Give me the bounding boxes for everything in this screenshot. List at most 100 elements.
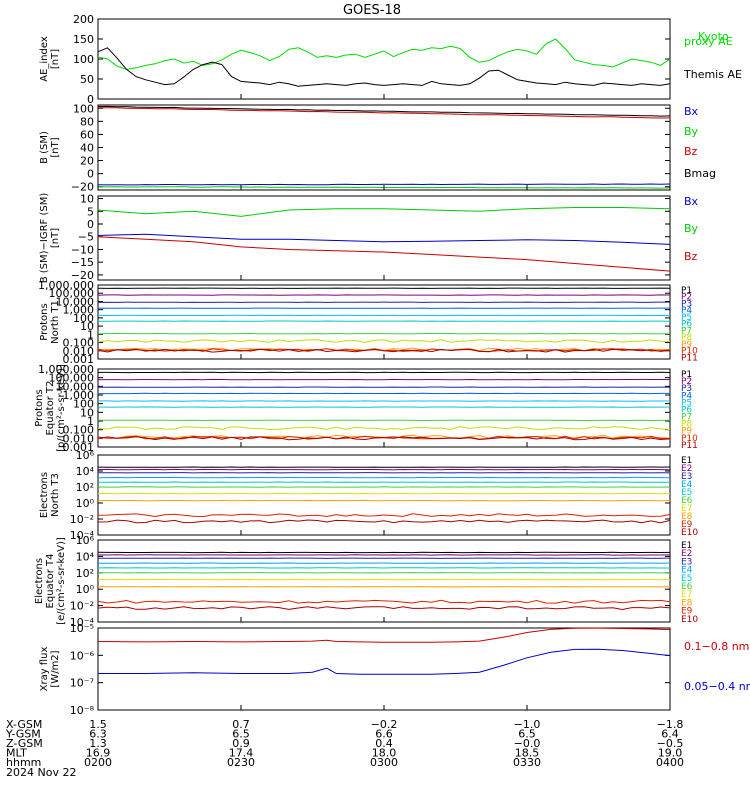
panel-frame: [97, 368, 671, 448]
legend-label: E1: [681, 541, 692, 551]
axis-cell: 19.0: [658, 747, 683, 760]
y-tick-label: −15: [71, 256, 94, 269]
legend-label: P9: [681, 427, 692, 437]
legend-label: P6: [681, 320, 692, 330]
y-tick-label: 5: [87, 205, 94, 218]
legend-label: P2: [681, 377, 692, 387]
y-tick-label: 10⁶: [76, 534, 95, 547]
legend-label: E1: [681, 456, 692, 466]
legend-label: Bx: [684, 105, 699, 118]
y-tick-label: 10⁻⁷: [70, 677, 94, 690]
axis-cell: 6.6: [375, 728, 393, 741]
axis-row-label: MLT: [6, 747, 27, 760]
y-tick-label: −5: [78, 231, 94, 244]
y-tick-label: 50: [80, 73, 94, 86]
legend-label: E5: [681, 488, 692, 498]
legend-label: P1: [681, 286, 692, 296]
series-line: [97, 436, 671, 441]
y-axis-label: [p/(cm²-s-sr-keV)]: [56, 364, 67, 452]
axis-cell: 1.5: [89, 718, 107, 731]
y-tick-label: 10: [80, 320, 94, 333]
legend-label: proxy AE: [684, 35, 733, 48]
series-line: [97, 236, 671, 272]
y-tick-label: 100: [73, 398, 94, 411]
date-label: 2024 Nov 22: [6, 766, 76, 779]
legend-label: P4: [681, 306, 692, 316]
series-line: [97, 606, 671, 611]
y-tick-label: −20: [71, 181, 94, 194]
y-tick-label: 10⁰: [76, 583, 95, 596]
legend-label: E6: [681, 496, 693, 506]
y-tick-label: −20: [71, 269, 94, 282]
axis-cell: 17.4: [229, 747, 254, 760]
y-tick-label: 150: [73, 33, 94, 46]
panel-frame: [97, 627, 671, 711]
y-tick-label: 10⁻²: [70, 513, 94, 526]
y-axis-label: North T3: [50, 473, 61, 517]
legend-label: P8: [681, 420, 692, 430]
legend-label: P6: [681, 405, 692, 415]
legend-label: E5: [681, 574, 692, 584]
legend-label: P11: [681, 441, 698, 451]
y-tick-label: 10⁴: [76, 550, 95, 563]
y-tick-label: 0: [87, 218, 94, 231]
y-axis-label: [nT]: [50, 228, 61, 248]
legend-label: Bz: [684, 145, 698, 158]
series-line: [97, 38, 671, 70]
axis-cell: 0.9: [232, 737, 250, 750]
y-tick-label: 0.001: [63, 441, 95, 454]
figure-title: GOES-18: [343, 3, 401, 18]
legend-label: E7: [681, 504, 692, 514]
legend-label: P10: [681, 347, 698, 357]
y-tick-label: 10,000: [56, 380, 95, 393]
y-tick-label: 100,000: [49, 287, 95, 300]
y-tick-label: 0.010: [63, 345, 95, 358]
y-tick-label: 10⁶: [76, 449, 95, 462]
legend-label: P10: [681, 434, 698, 444]
axis-cell: 6.4: [661, 728, 679, 741]
axis-cell: 0400: [656, 756, 684, 769]
y-tick-label: 0.100: [63, 424, 95, 437]
legend-label: E8: [681, 512, 693, 522]
legend-label: E7: [681, 590, 692, 600]
y-axis-label: AE_index: [39, 36, 50, 82]
y-tick-label: 10⁴: [76, 465, 95, 478]
y-axis-label: [nT]: [50, 49, 61, 69]
panel-frame: [97, 104, 671, 191]
series-line: [97, 599, 671, 604]
series-line: [98, 648, 671, 675]
legend-label: P2: [681, 293, 692, 303]
y-axis-label: Protons: [34, 389, 45, 426]
y-tick-label: 0.001: [63, 353, 95, 366]
y-tick-label: 100: [73, 102, 94, 115]
panel-frame: [97, 18, 671, 100]
y-tick-label: 60: [80, 128, 94, 141]
axis-row-label: X-GSM: [6, 718, 42, 731]
y-tick-label: 0: [87, 93, 94, 106]
y-tick-label: 0.100: [63, 337, 95, 350]
axis-cell: 0.7: [232, 718, 250, 731]
legend-label: 0.05−0.4 nm: [684, 680, 750, 693]
y-tick-label: 10⁻⁴: [70, 529, 95, 542]
y-tick-label: 0: [87, 168, 94, 181]
y-axis-label: Equator T2: [45, 381, 56, 436]
series-line: [97, 233, 671, 245]
series-line: [98, 107, 671, 119]
y-tick-label: 10⁰: [76, 497, 95, 510]
axis-cell: 0.4: [375, 737, 393, 750]
axis-cell: −0.0: [514, 737, 541, 750]
y-tick-label: 40: [80, 142, 94, 155]
panel-4: 1,000,000100,00010,0001,0001001010.1000.…: [38, 279, 698, 366]
y-tick-label: 100: [73, 53, 94, 66]
axis-cell: 18.5: [515, 747, 540, 760]
legend-label: E3: [681, 472, 692, 482]
series-line: [97, 348, 671, 353]
legend-label: P8: [681, 333, 692, 343]
panel-8: 10⁻⁵ 10⁻⁶ 10⁻⁷ 10⁻⁸ Xray flux [W/m2] 0.1−0.8 n…: [39, 622, 750, 717]
y-tick-label: 100,000: [49, 372, 95, 385]
legend-label: E6: [681, 582, 693, 592]
axis-cell: −0.2: [371, 718, 398, 731]
axis-cell: 0200: [84, 756, 112, 769]
